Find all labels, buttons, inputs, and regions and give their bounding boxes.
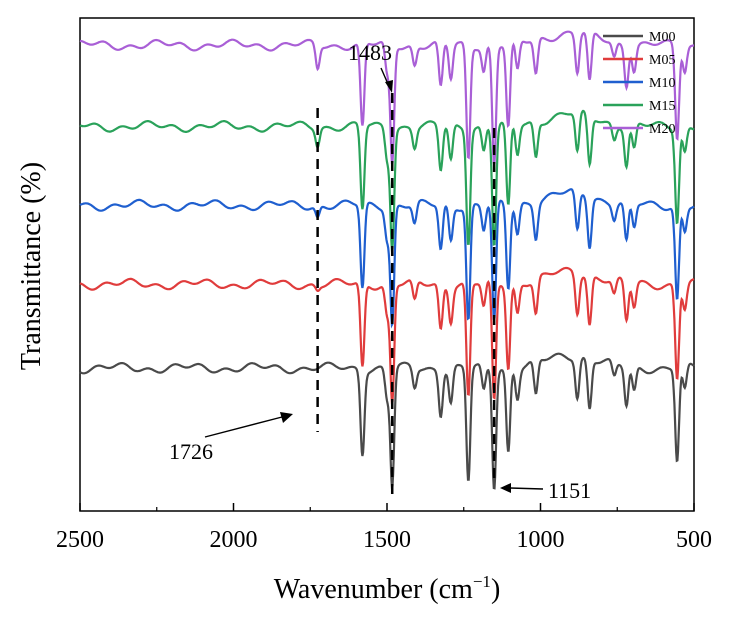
series-line-M10 [79, 188, 695, 329]
annotation-1483: 1483 [348, 40, 393, 93]
annotation-1151-label: 1151 [548, 478, 591, 503]
x-tick-label-2500: 2500 [56, 527, 104, 553]
series-line-M00 [79, 352, 695, 490]
x-tick-label-500: 500 [676, 527, 712, 553]
annotation-1483-label: 1483 [348, 40, 392, 65]
dashed-markers [316, 93, 496, 494]
plot-frame [79, 17, 695, 512]
annotation-1726-label: 1726 [169, 439, 213, 464]
annotation-1483-arrowhead [385, 80, 393, 93]
series-line-M05 [79, 266, 695, 405]
legend-label-M10: M10 [649, 76, 675, 91]
legend-label-M15: M15 [649, 99, 675, 114]
legend-label-M20: M20 [649, 122, 675, 137]
annotation-1151-arrowhead [500, 483, 511, 493]
x-axis-ticks: 2500 2000 1500 1000 500 [56, 503, 712, 553]
annotation-1726-arrowhead [280, 412, 293, 423]
x-tick-label-2000: 2000 [210, 527, 258, 553]
annotation-1151-arrow [509, 487, 544, 490]
legend: M00 M05 M10 M15 M20 [603, 30, 675, 137]
series-line-M20 [79, 30, 694, 165]
annotation-1726-arrow [204, 416, 283, 438]
annotation-1483-arrow [380, 67, 389, 85]
x-axis-title: Wavenumber (cm−1) [274, 572, 501, 605]
series-line-M15 [79, 109, 695, 253]
x-tick-label-1500: 1500 [363, 527, 411, 553]
legend-label-M00: M00 [649, 30, 675, 45]
annotation-1726: 1726 [169, 412, 293, 464]
x-tick-label-1000: 1000 [517, 527, 565, 553]
series-group [79, 30, 695, 490]
y-axis-title: Transmittance (%) [16, 162, 47, 370]
legend-label-M05: M05 [649, 53, 675, 68]
annotation-1151: 1151 [500, 478, 591, 503]
